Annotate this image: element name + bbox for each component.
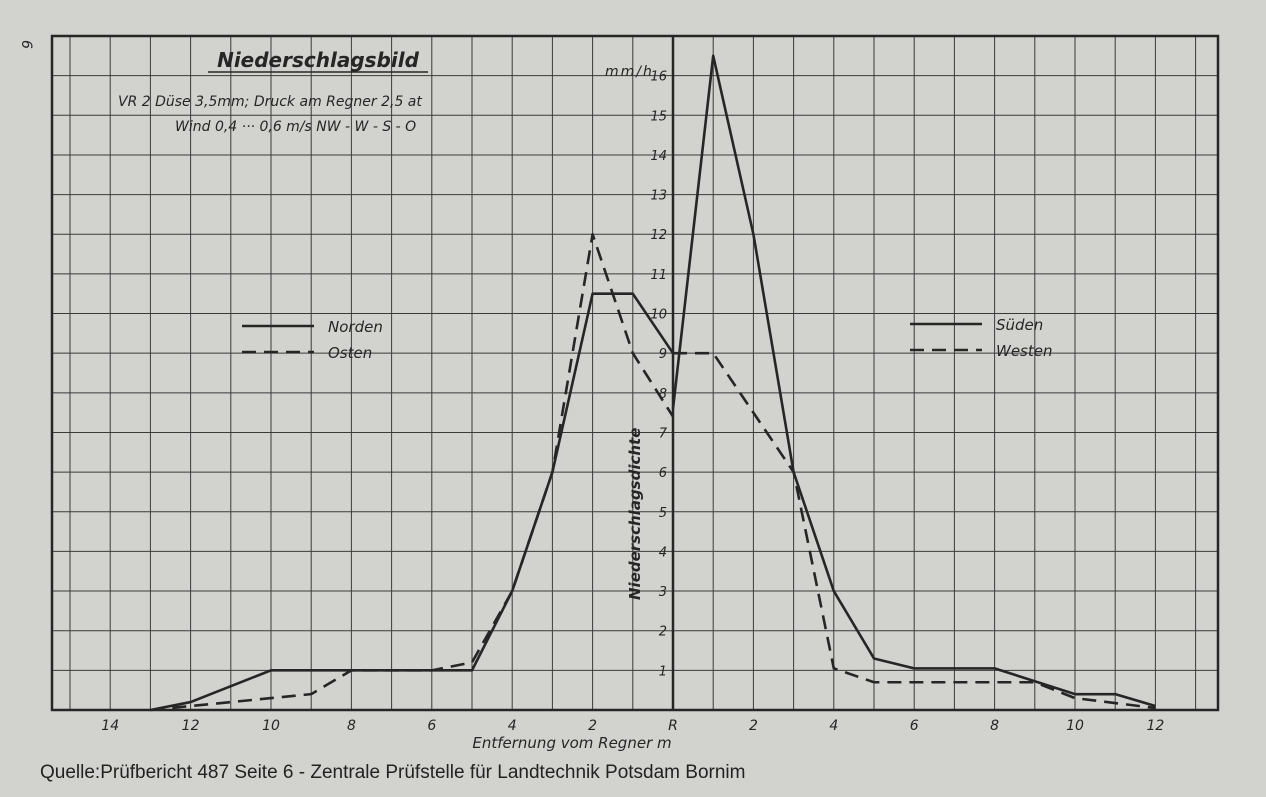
x-tick-label: 2 <box>749 718 758 734</box>
chart-subtitle-line: VR 2 Düse 3,5mm; Druck am Regner 2,5 at <box>118 94 422 110</box>
x-tick-label: 8 <box>347 718 356 734</box>
x-tick-label: 4 <box>508 718 517 734</box>
y-tick-label: 9 <box>659 347 667 362</box>
series-line-osten <box>150 232 675 712</box>
y-tick-label: 15 <box>650 109 667 124</box>
y-tick-label: 4 <box>659 545 667 560</box>
series-line-süden <box>671 54 1156 708</box>
chart-subtitle-line: Wind 0,4 ··· 0,6 m/s NW - W - S - O <box>175 119 416 135</box>
y-tick-label: 3 <box>659 585 667 600</box>
legend-right-label: Süden <box>996 316 1043 334</box>
y-axis-label: Niederschlagsdichte <box>626 428 644 600</box>
legend-right-label: Westen <box>996 342 1053 360</box>
series-line-norden <box>150 292 675 712</box>
y-tick-label: 13 <box>650 189 667 204</box>
page-number: 6 <box>18 40 34 49</box>
x-axis-label: Entfernung vom Regner m <box>472 734 671 752</box>
y-tick-label: 10 <box>650 308 667 323</box>
x-tick-label: 8 <box>990 718 999 734</box>
series-line-westen <box>673 351 1156 710</box>
x-tick-label: 6 <box>427 718 436 734</box>
y-tick-label: 8 <box>659 387 667 402</box>
chart-frame <box>50 34 1220 712</box>
y-tick-label: 12 <box>650 228 667 243</box>
legend-left-label: Norden <box>328 318 383 336</box>
y-tick-label: 1 <box>659 664 667 679</box>
legend-left-label: Osten <box>328 344 372 362</box>
x-tick-label: 14 <box>101 718 119 734</box>
y-tick-label: 6 <box>659 466 667 481</box>
x-tick-label-center: R <box>668 718 678 734</box>
y-tick-label: 5 <box>659 506 667 521</box>
y-unit-label: mm/h <box>605 64 654 80</box>
x-tick-label: 10 <box>1066 718 1084 734</box>
y-tick-label: 11 <box>650 268 667 283</box>
x-tick-label: 10 <box>262 718 280 734</box>
y-tick-label: 14 <box>650 149 667 164</box>
y-tick-label: 7 <box>659 426 668 441</box>
x-tick-label: 2 <box>588 718 597 734</box>
x-tick-label: 12 <box>182 718 200 734</box>
x-tick-label: 12 <box>1146 718 1164 734</box>
y-tick-label: 2 <box>659 625 667 640</box>
y-tick-label: 16 <box>650 70 667 85</box>
chart-title: Niederschlagsbild <box>217 48 420 72</box>
x-tick-label: 6 <box>910 718 919 734</box>
source-caption: Quelle:Prüfbericht 487 Seite 6 - Zentral… <box>40 762 746 783</box>
x-tick-label: 4 <box>829 718 838 734</box>
